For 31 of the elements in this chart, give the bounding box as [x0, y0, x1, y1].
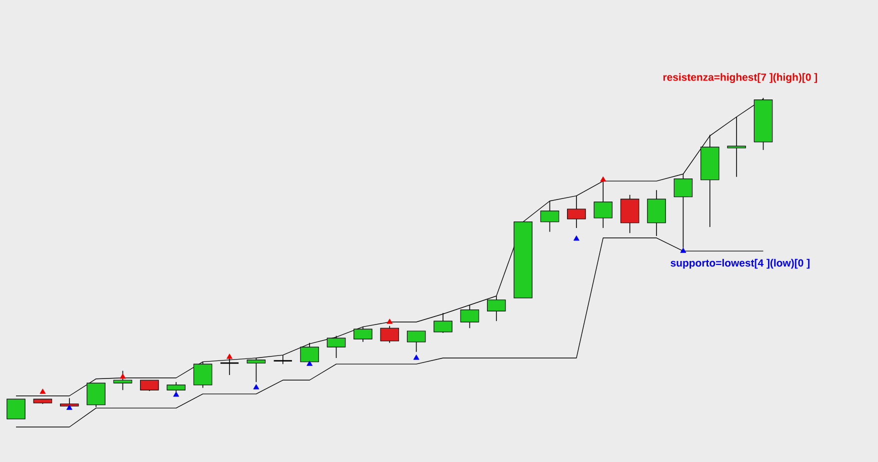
point	[40, 388, 46, 394]
point	[413, 354, 420, 360]
point	[66, 404, 72, 410]
candlestick	[540, 200, 560, 232]
candlestick	[434, 312, 452, 334]
point	[573, 235, 580, 241]
text: resistenza=highest[7 ](high)[0 ]	[663, 73, 818, 83]
candlestick	[193, 361, 212, 388]
candlestick	[354, 326, 372, 342]
candlestick	[567, 195, 586, 228]
point	[226, 354, 232, 359]
candlestick	[140, 380, 159, 392]
candlestick	[326, 335, 346, 358]
candlestick	[460, 304, 480, 329]
candlestick	[620, 194, 640, 234]
point	[386, 318, 393, 324]
point	[306, 360, 313, 366]
candlestick	[406, 330, 426, 352]
candlestick	[113, 370, 132, 390]
point	[600, 176, 606, 182]
candlestick	[246, 358, 266, 382]
annotation: supporto=lowest[4 ](low)[0 ]	[670, 258, 810, 269]
candlestick	[727, 116, 746, 178]
point	[120, 374, 126, 379]
point	[253, 384, 260, 390]
point	[680, 248, 686, 253]
candlestick	[273, 354, 293, 364]
point	[173, 392, 180, 397]
candlestick	[487, 296, 506, 322]
candlestick	[6, 398, 26, 420]
candlestick	[380, 325, 400, 344]
